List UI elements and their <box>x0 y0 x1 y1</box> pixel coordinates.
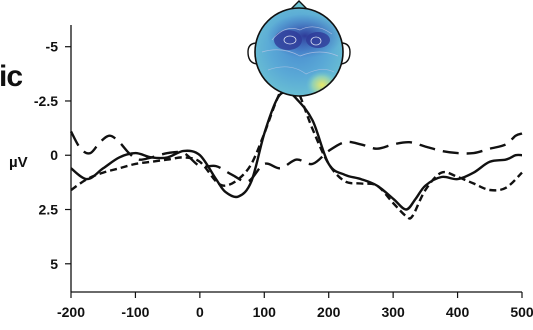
series-layer <box>69 79 523 220</box>
scalp-nose <box>290 0 308 10</box>
x-tick-label: -100 <box>121 304 149 320</box>
series-line-solid <box>70 91 523 211</box>
axes <box>70 25 522 293</box>
x-axis-ticks: -200 -100 0 100 200 300 400 500 <box>57 292 533 320</box>
y-axis-label: µV <box>9 154 28 171</box>
y-axis-ticks: -5 -2.5 0 2.5 5 <box>34 39 71 272</box>
partial-title: ic <box>0 60 23 93</box>
x-tick-label: 500 <box>510 304 533 320</box>
scalp-right-ear <box>340 42 351 65</box>
y-tick-label: 2.5 <box>39 202 59 218</box>
series-line-long-dash <box>69 130 523 183</box>
series-line-short-dash <box>70 79 523 220</box>
x-tick-label: -200 <box>57 304 85 320</box>
x-tick-label: 400 <box>446 304 470 320</box>
x-tick-label: 200 <box>317 304 341 320</box>
x-tick-label: 300 <box>381 304 405 320</box>
x-tick-label: 100 <box>253 304 277 320</box>
y-tick-label: 5 <box>50 256 58 272</box>
x-tick-label: 0 <box>196 304 204 320</box>
y-tick-label: -5 <box>46 39 59 55</box>
scalp-topography-map <box>247 0 351 97</box>
y-tick-label: -2.5 <box>34 93 58 109</box>
scalp-left-ear <box>247 42 258 65</box>
y-tick-label: 0 <box>50 147 58 163</box>
